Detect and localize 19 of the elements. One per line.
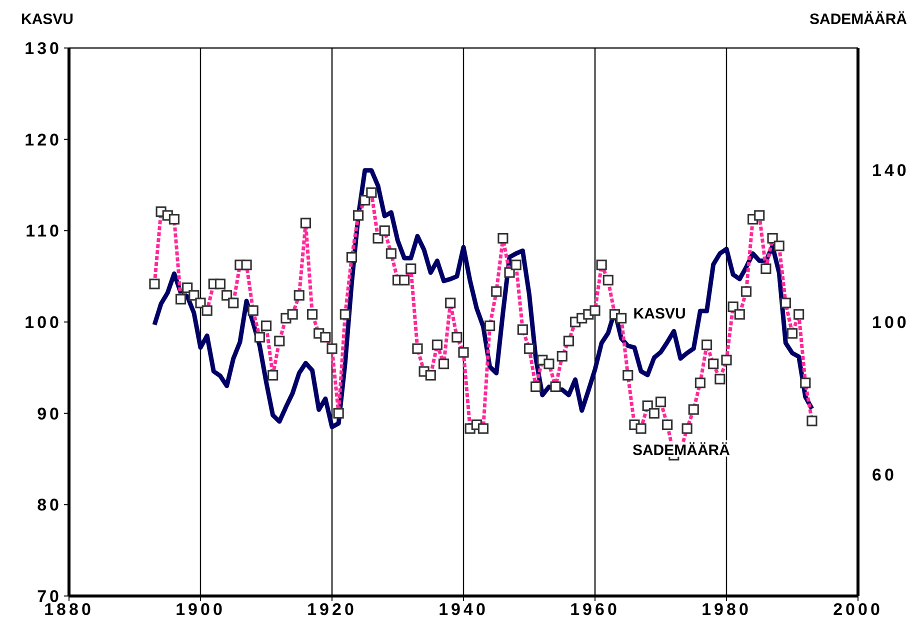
x-tick-label: 1980: [702, 600, 752, 620]
y2-tick-label: 140: [872, 160, 910, 180]
series-label: KASVU: [633, 305, 686, 322]
y-axis-title: KASVU: [21, 11, 74, 28]
y-tick-label: 120: [24, 130, 62, 150]
x-tick-label: 1920: [307, 600, 357, 620]
x-tick-label: 2000: [833, 600, 883, 620]
y-tick-label: 90: [37, 404, 62, 424]
y-tick-label: 80: [37, 496, 62, 515]
y-tick-label: 110: [26, 222, 62, 241]
y-tick-label: 130: [24, 39, 62, 58]
x-tick-label: 1940: [438, 600, 488, 620]
y2-tick-label: 60: [872, 465, 897, 484]
x-tick-label: 1960: [570, 600, 620, 620]
line-series: [152, 168, 814, 430]
y-tick-label: 100: [24, 313, 62, 332]
y2-tick-label: 100: [872, 313, 910, 332]
y2-axis-title: SADEMÄÄRÄ: [810, 11, 907, 28]
x-tick-label: 1900: [176, 600, 226, 620]
